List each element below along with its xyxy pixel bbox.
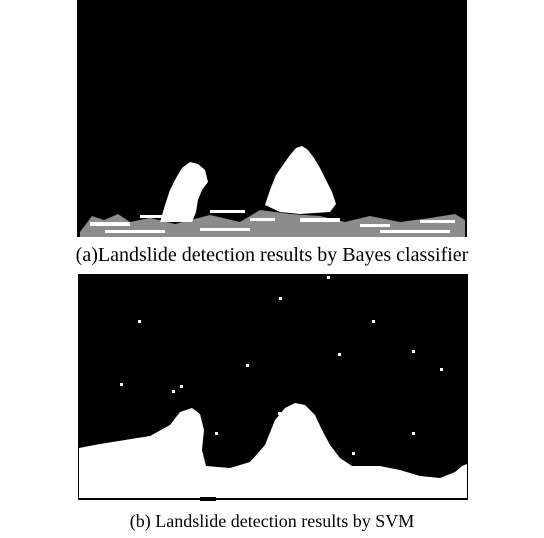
caption: (a)Landslide detection results by Bayes … — [76, 244, 469, 266]
svm-result-image — [77, 273, 469, 501]
bayes-result-image — [77, 0, 467, 237]
caption: (b) Landslide detection results by SVM — [130, 511, 414, 532]
figure: (a)Landslide detection results by Bayes … — [0, 0, 544, 538]
